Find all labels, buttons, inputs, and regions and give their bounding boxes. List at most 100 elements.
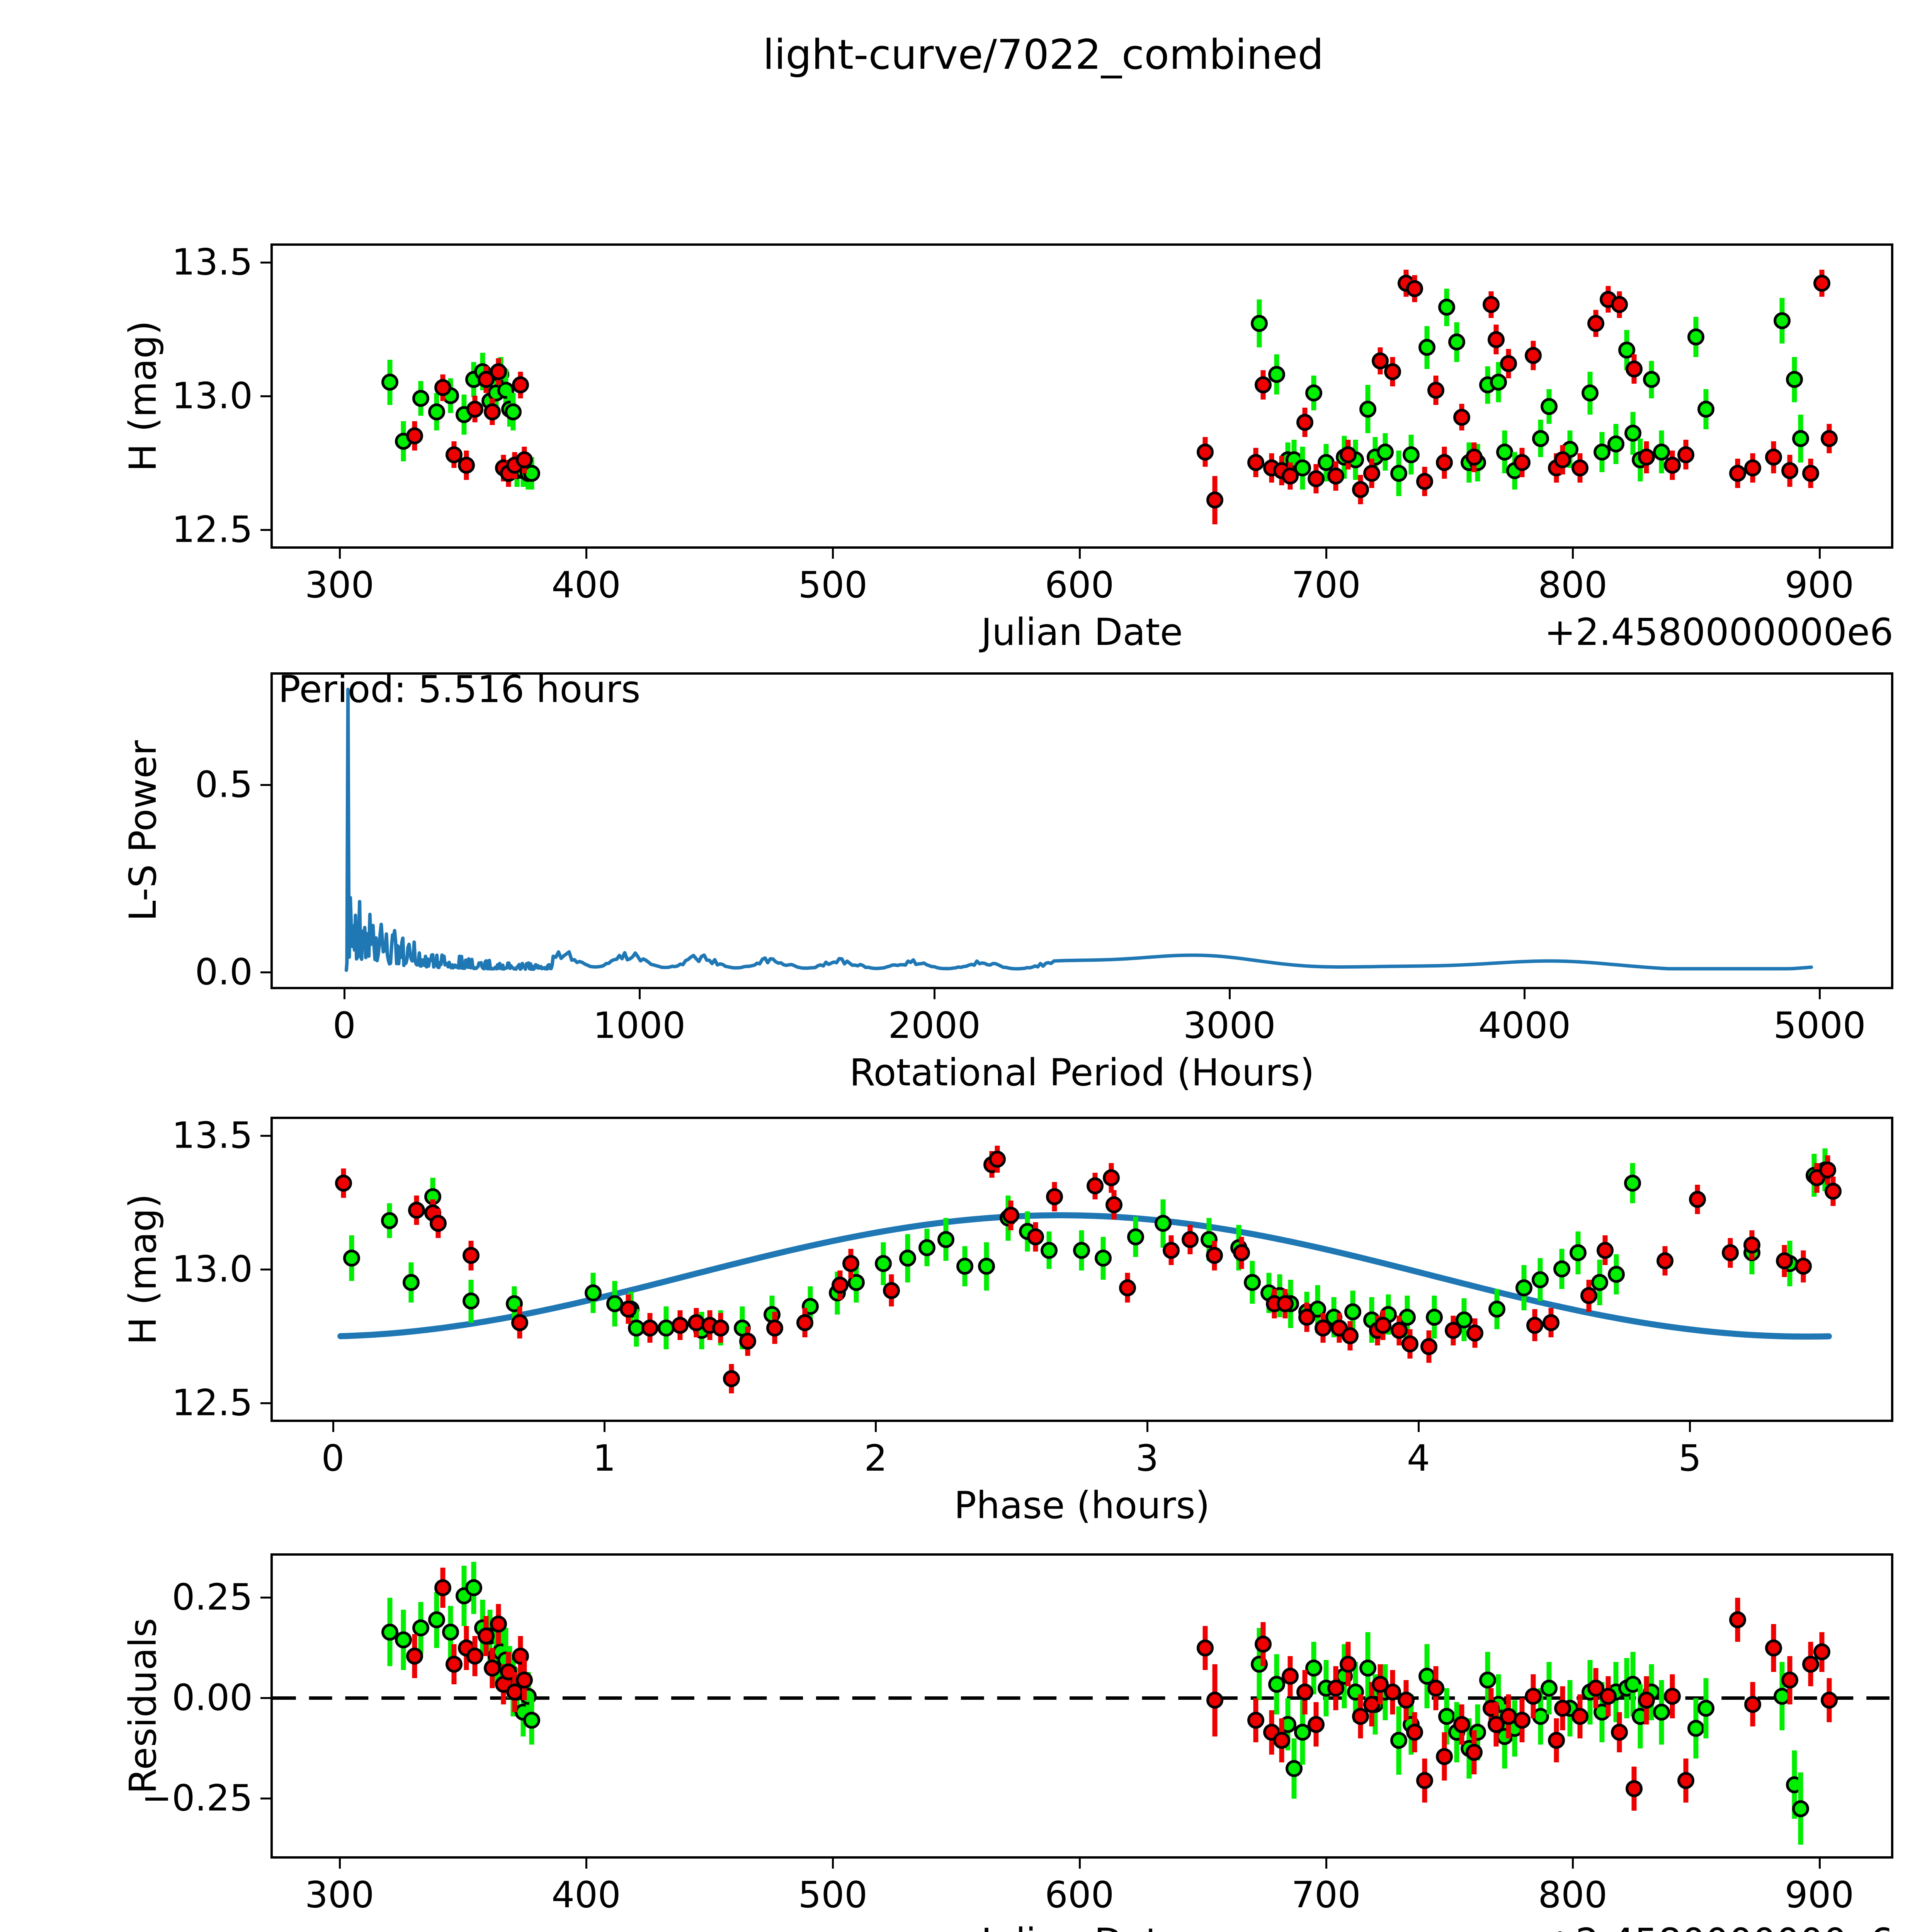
data-point [1315,1319,1332,1337]
data-point [1543,1314,1560,1331]
data-point [462,1247,480,1264]
data-point [1276,1295,1294,1313]
data-point [1541,1680,1558,1697]
data-point [1390,1322,1408,1339]
data-point [1119,1279,1136,1296]
data-point [1792,1800,1810,1817]
data-point [1438,1708,1456,1725]
data-point [1465,1744,1483,1761]
data-point [1103,1169,1120,1187]
plot-area-residuals [273,1556,1891,1856]
period-annotation: Period: 5.516 hours [278,668,641,711]
plot-area-periodogram [273,675,1891,987]
data-point [1002,1207,1020,1224]
data-point [1744,1696,1761,1713]
x-tick-label: 400 [551,564,621,606]
data-point [1254,1635,1272,1653]
periodogram-curve [344,687,1813,972]
x-tick-mark [603,1422,605,1432]
x-tick-label: 2000 [888,1005,981,1047]
data-point [1426,1308,1443,1326]
data-point [458,457,475,474]
data-point [1820,430,1838,447]
x-tick-mark [338,549,341,559]
y-tick-label: 13.0 [172,375,253,417]
data-point [831,1276,849,1294]
data-point [1206,492,1224,509]
data-point [1371,1675,1389,1693]
y-axis-label-periodogram: L-S Power [121,740,165,922]
y-tick-label: 12.5 [172,1382,253,1424]
data-point [1664,457,1681,474]
x-tick-mark [1228,989,1231,999]
data-point [478,1627,495,1645]
data-point [1490,374,1507,391]
x-tick-mark [832,549,834,559]
x-axis-offset-residuals: +2.4580000000e6 [1544,1920,1893,1932]
data-point [1483,296,1500,313]
data-point [1618,342,1636,359]
data-point [766,1319,784,1337]
data-point [1553,1260,1571,1278]
data-point [1570,1244,1587,1262]
x-tick-label: 4 [1406,1437,1430,1480]
data-point [478,371,495,388]
data-point [1298,1308,1315,1326]
x-tick-label: 900 [1784,564,1854,606]
x-tick-mark [1818,549,1821,559]
x-tick-label: 5000 [1773,1005,1866,1047]
plot-area-phase-folded [273,1119,1891,1420]
data-point [1206,1692,1224,1709]
x-tick-label: 600 [1044,564,1114,606]
data-point [462,1293,480,1310]
x-axis-label-light-curve: Julian Date [981,611,1183,654]
x-tick-label: 3000 [1183,1005,1276,1047]
data-point [1465,449,1483,466]
x-tick-mark [1078,549,1081,559]
data-point [1181,1231,1199,1248]
x-axis-label-residuals: Julian Date [981,1920,1183,1932]
data-point [899,1250,917,1267]
data-point [1626,360,1643,378]
data-point [1308,1716,1325,1733]
data-point [1445,1322,1462,1339]
data-point [1406,280,1423,297]
data-point [1677,1772,1695,1789]
data-point [671,1316,689,1334]
x-tick-label: 800 [1538,564,1607,606]
data-point [1206,1247,1223,1264]
data-point [1689,1190,1706,1208]
data-point [1196,1639,1214,1657]
data-point [1438,299,1456,316]
x-tick-label: 2 [864,1437,888,1480]
data-point [1046,1188,1063,1205]
y-tick-mark [260,261,270,264]
x-tick-label: 300 [305,564,374,606]
data-point [505,403,522,420]
data-point [1792,430,1810,447]
panel-phase-folded: 0 1 2 3 4 5 12.5 13.0 13.5 H (mag) Phase (hours) [121,1114,1893,1527]
x-tick-label: 1000 [593,1005,686,1047]
x-tick-mark [1572,1859,1574,1869]
data-point [1453,1716,1470,1733]
data-point [1352,481,1369,498]
x-tick-label: 900 [1784,1874,1854,1916]
data-point [1611,296,1628,313]
y-axis-label-light-curve: H (mag) [121,320,165,472]
data-point [1397,1692,1415,1709]
data-point [1513,454,1531,471]
x-tick-label: 700 [1291,1874,1361,1916]
y-tick-label: 0.25 [172,1576,253,1619]
data-point [1541,398,1558,415]
data-point [1305,384,1322,402]
data-point [1401,1335,1418,1353]
axes-frame-phase-folded [270,1117,1893,1422]
x-tick-label: 5 [1678,1437,1702,1480]
data-point [796,1314,813,1331]
data-point [1390,465,1407,482]
x-tick-label: 600 [1044,1874,1114,1916]
data-point [1285,1760,1303,1777]
data-point [1532,430,1549,447]
x-tick-mark [1417,1422,1420,1432]
data-point [1607,435,1624,452]
